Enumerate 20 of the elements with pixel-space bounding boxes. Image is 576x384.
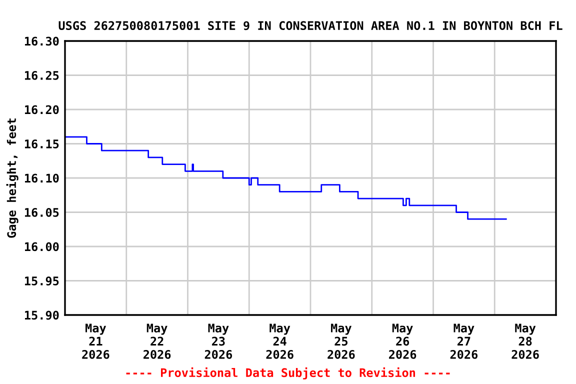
x-tick-label: May 25 2026: [328, 324, 355, 359]
y-tick-label: 15.90: [24, 310, 59, 320]
x-tick-label: May 28 2026: [512, 324, 539, 359]
chart-title: USGS 262750080175001 SITE 9 IN CONSERVATION AREA NO.1 IN BOYNTON BCH FL: [58, 21, 562, 30]
y-tick-label: 16.20: [24, 105, 59, 114]
x-tick-label: May 27 2026: [450, 324, 478, 359]
y-tick-label: 16.05: [24, 208, 59, 217]
x-tick-label: May 26 2026: [389, 324, 416, 359]
y-axis-title: Gage height, feet: [6, 118, 18, 238]
y-tick-label: 16.15: [24, 139, 59, 148]
x-tick-label: May 23 2026: [204, 324, 232, 359]
x-tick-label: May 21 2026: [82, 324, 110, 359]
x-tick-label: May 22 2026: [144, 324, 171, 359]
y-tick-label: 15.95: [24, 276, 59, 286]
text: ---- Provisional Data Subject to Revision ----: [126, 367, 450, 380]
x-tick-label: May 24 2026: [266, 324, 294, 359]
y-tick-label: 16.00: [24, 242, 59, 252]
y-tick-label: 16.10: [24, 174, 59, 183]
y-tick-label: 16.25: [24, 70, 59, 80]
y-tick-label: 16.30: [24, 36, 59, 46]
